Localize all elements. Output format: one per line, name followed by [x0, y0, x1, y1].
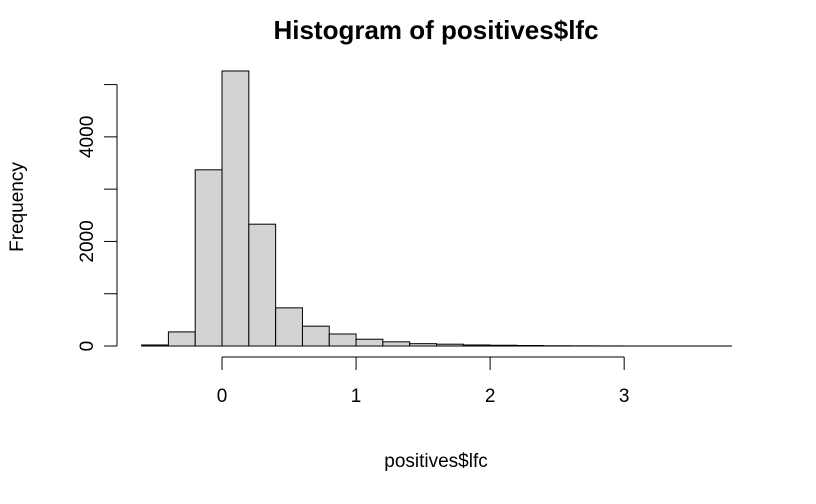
bar [382, 341, 411, 347]
bar [275, 307, 303, 347]
x-axis-label: positives$lfc [384, 451, 488, 472]
y-tick-label: 0 [77, 341, 98, 352]
x-tick-label: 2 [485, 386, 496, 407]
bar [355, 338, 384, 347]
bar [489, 344, 518, 347]
bar [221, 70, 250, 347]
y-axis-label: Frequency [7, 162, 28, 252]
x-tick-label: 1 [351, 386, 362, 407]
bar [328, 333, 357, 347]
bar [462, 344, 491, 347]
bar [141, 344, 169, 347]
x-tick-label: 0 [217, 386, 228, 407]
x-tick-label: 3 [619, 386, 630, 407]
bar [436, 343, 464, 347]
bar [194, 169, 223, 347]
bar [409, 343, 438, 347]
bar [167, 331, 196, 347]
y-tick-label: 4000 [77, 116, 98, 158]
y-tick-label: 2000 [77, 220, 98, 262]
chart-title: Histogram of positives$lfc [273, 15, 598, 45]
bar [248, 223, 277, 347]
bar [301, 325, 330, 347]
bar [516, 344, 545, 347]
